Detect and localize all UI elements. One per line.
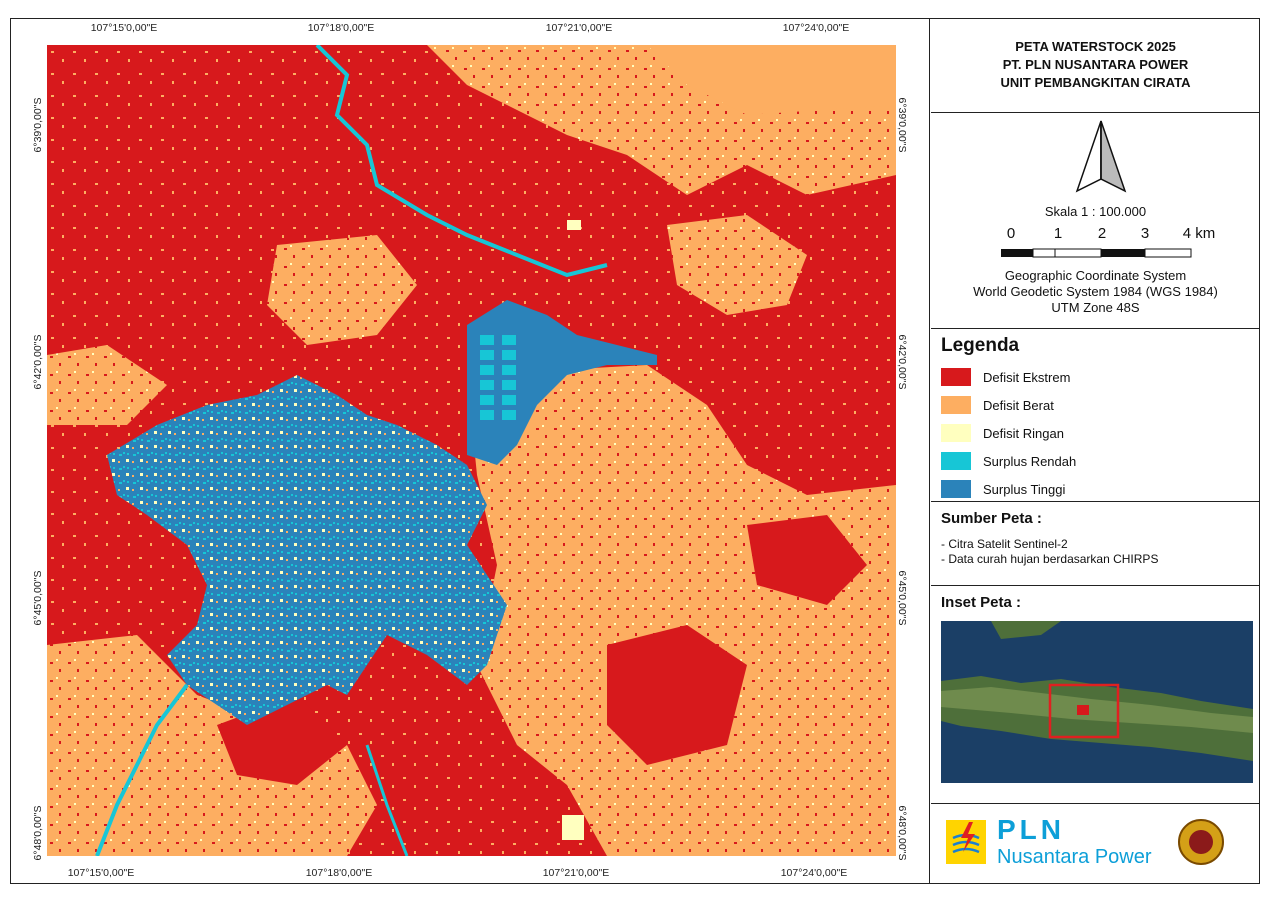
legend-label: Defisit Ekstrem xyxy=(983,369,1071,385)
legend-label: Surplus Tinggi xyxy=(983,481,1066,497)
panel-divider xyxy=(931,803,1260,804)
lat-label-left: 6°39'0,00"S xyxy=(32,97,44,153)
panel-divider xyxy=(931,112,1260,113)
legend-swatch xyxy=(941,368,971,386)
waterstock-map[interactable] xyxy=(47,45,896,856)
title-line: PETA WATERSTOCK 2025 xyxy=(1015,39,1176,54)
legend-swatch xyxy=(941,424,971,442)
legend-title: Legenda xyxy=(941,335,1020,356)
scale-tick: 0 xyxy=(1006,225,1016,242)
lon-label-bottom: 107°24'0,00"E xyxy=(780,867,848,879)
lon-label-bottom: 107°21'0,00"E xyxy=(542,867,610,879)
panel-divider xyxy=(931,328,1260,329)
logo-panel: PLN Nusantara Power xyxy=(931,804,1260,884)
north-arrow-icon xyxy=(1075,120,1127,193)
inset-title: Inset Peta : xyxy=(941,594,1022,611)
map-area xyxy=(10,18,930,884)
scale-tick: 4 km xyxy=(1182,225,1216,242)
lon-label-top: 107°24'0,00"E xyxy=(782,22,850,34)
legend-label: Defisit Berat xyxy=(983,397,1054,413)
lat-label-right: 6°45'0,00"S xyxy=(896,570,908,626)
legend-item: Surplus Tinggi xyxy=(941,475,1260,503)
lon-label-bottom: 107°18'0,00"E xyxy=(305,867,373,879)
pln-logo xyxy=(946,819,1224,865)
legend-swatch xyxy=(941,396,971,414)
legend-swatch xyxy=(941,452,971,470)
panel-divider xyxy=(931,585,1260,586)
legend-item: Defisit Ringan xyxy=(941,419,1260,447)
title-line: UNIT PEMBANGKITAN CIRATA xyxy=(1000,75,1191,90)
crs-line: World Geodetic System 1984 (WGS 1984) xyxy=(973,284,1218,299)
lat-label-right: 6°42'0,00"S xyxy=(896,334,908,390)
crs-block: Geographic Coordinate System World Geode… xyxy=(931,268,1260,316)
scale-tick: 1 xyxy=(1053,225,1063,242)
legend-item: Defisit Ekstrem xyxy=(941,363,1260,391)
map-source: Sumber Peta : - Citra Satelit Sentinel-2… xyxy=(931,502,1260,585)
lat-label-left: 6°45'0,00"S xyxy=(32,570,44,626)
map-frame xyxy=(10,18,1260,884)
lat-label-right: 6°48'0,00"S xyxy=(896,805,908,861)
source-title: Sumber Peta : xyxy=(941,510,1042,527)
lon-label-bottom: 107°15'0,00"E xyxy=(67,867,135,879)
inset-map[interactable] xyxy=(941,621,1253,783)
lat-label-left: 6°42'0,00"S xyxy=(32,334,44,390)
scale-panel: Skala 1 : 100.000 0 1 2 3 4 km Geographi… xyxy=(931,113,1260,328)
crs-line: UTM Zone 48S xyxy=(1051,300,1140,315)
source-item: - Citra Satelit Sentinel-2 xyxy=(941,537,1068,551)
legend-label: Surplus Rendah xyxy=(983,453,1077,469)
title-line: PT. PLN NUSANTARA POWER xyxy=(1002,57,1189,72)
logo-subtitle: Nusantara Power xyxy=(997,846,1152,868)
scale-bar xyxy=(1001,248,1192,258)
legend-item: Defisit Berat xyxy=(941,391,1260,419)
crs-line: Geographic Coordinate System xyxy=(1004,268,1187,283)
source-item: - Data curah hujan berdasarkan CHIRPS xyxy=(941,552,1159,566)
lon-label-top: 107°15'0,00"E xyxy=(90,22,158,34)
logo-brand: PLN xyxy=(997,814,1065,845)
scale-tick: 3 xyxy=(1140,225,1150,242)
lon-label-top: 107°18'0,00"E xyxy=(307,22,375,34)
map-title: PETA WATERSTOCK 2025 PT. PLN NUSANTARA P… xyxy=(931,20,1260,112)
scale-tick: 2 xyxy=(1097,225,1107,242)
inset-map-panel: Inset Peta : xyxy=(931,586,1260,803)
legend-swatch xyxy=(941,480,971,498)
lon-label-top: 107°21'0,00"E xyxy=(545,22,613,34)
legend: Legenda Defisit Ekstrem Defisit Berat De… xyxy=(931,329,1260,501)
legend-label: Defisit Ringan xyxy=(983,425,1064,441)
legend-item: Surplus Rendah xyxy=(941,447,1260,475)
scale-label: Skala 1 : 100.000 xyxy=(1044,204,1147,219)
scale-ticks: 0 1 2 3 4 km xyxy=(931,225,1260,247)
lat-label-right: 6°39'0,00"S xyxy=(896,97,908,153)
map-raster xyxy=(47,45,896,856)
lat-label-left: 6°48'0,00"S xyxy=(32,805,44,861)
panel-divider xyxy=(931,501,1260,502)
